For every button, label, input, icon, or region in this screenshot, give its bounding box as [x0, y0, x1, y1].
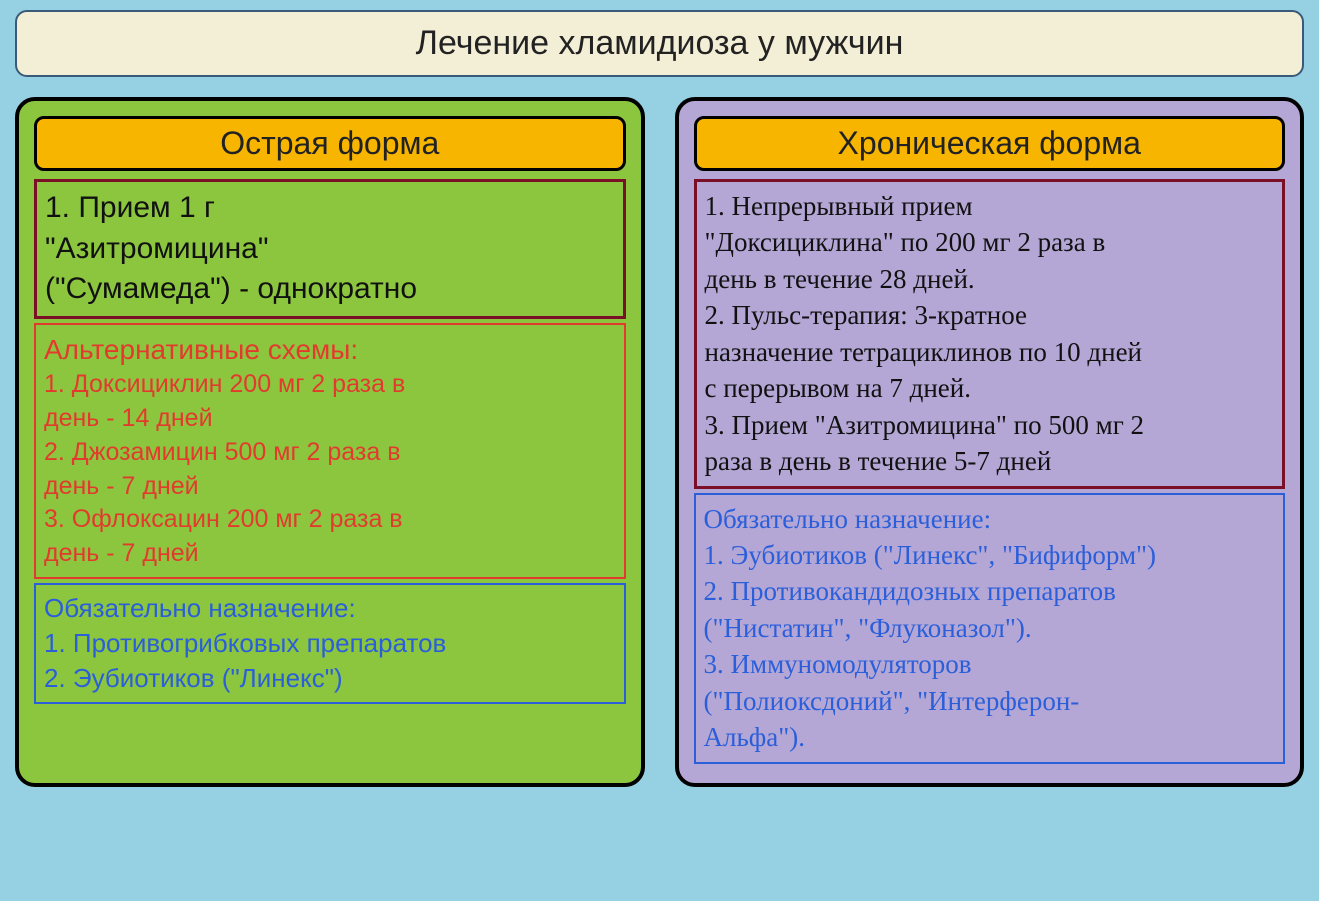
chronic-primary-line7: 3. Прием "Азитромицина" по 500 мг 2	[705, 407, 1275, 443]
acute-mandatory-item1: 1. Противогрибковых препаратов	[44, 626, 616, 661]
chronic-panel: Хроническая форма 1. Непрерывный прием "…	[675, 97, 1305, 787]
chronic-mandatory-title: Обязательно назначение:	[704, 501, 1276, 537]
chronic-primary-line3: день в течение 28 дней.	[705, 261, 1275, 297]
chronic-primary-section: 1. Непрерывный прием "Доксициклина" по 2…	[694, 179, 1286, 489]
chronic-header: Хроническая форма	[694, 116, 1286, 171]
acute-primary-section: 1. Прием 1 г "Азитромицина" ("Сумамеда")…	[34, 179, 626, 319]
columns-container: Острая форма 1. Прием 1 г "Азитромицина"…	[15, 97, 1304, 787]
chronic-mandatory-section: Обязательно назначение: 1. Эубиотиков ("…	[694, 493, 1286, 764]
acute-alt-item3a: 3. Офлоксацин 200 мг 2 раза в	[44, 503, 616, 537]
main-title-box: Лечение хламидиоза у мужчин	[15, 10, 1304, 77]
chronic-primary-line6: с перерывом на 7 дней.	[705, 370, 1275, 406]
chronic-mandatory-item3: ("Нистатин", "Флуконазол").	[704, 610, 1276, 646]
acute-alt-item1b: день - 14 дней	[44, 402, 616, 436]
chronic-mandatory-item5: ("Полиоксдоний", "Интерферон-	[704, 683, 1276, 719]
chronic-primary-line5: назначение тетрациклинов по 10 дней	[705, 334, 1275, 370]
chronic-mandatory-item4: 3. Иммуномодуляторов	[704, 646, 1276, 682]
acute-alt-item3b: день - 7 дней	[44, 537, 616, 571]
acute-primary-line2: "Азитромицина"	[45, 229, 615, 270]
acute-primary-line3: ("Сумамеда") - однократно	[45, 269, 615, 310]
acute-mandatory-item2: 2. Эубиотиков ("Линекс")	[44, 661, 616, 696]
acute-alt-item2a: 2. Джозамицин 500 мг 2 раза в	[44, 436, 616, 470]
acute-alt-item2b: день - 7 дней	[44, 470, 616, 504]
acute-mandatory-section: Обязательно назначение: 1. Противогрибко…	[34, 583, 626, 704]
main-title: Лечение хламидиоза у мужчин	[416, 24, 904, 62]
chronic-primary-line2: "Доксициклина" по 200 мг 2 раза в	[705, 224, 1275, 260]
chronic-primary-line8: раза в день в течение 5-7 дней	[705, 443, 1275, 479]
chronic-mandatory-item2: 2. Противокандидозных препаратов	[704, 573, 1276, 609]
acute-primary-line1: 1. Прием 1 г	[45, 188, 615, 229]
acute-header-text: Острая форма	[220, 125, 439, 161]
acute-mandatory-title: Обязательно назначение:	[44, 591, 616, 626]
acute-panel: Острая форма 1. Прием 1 г "Азитромицина"…	[15, 97, 645, 787]
acute-header: Острая форма	[34, 116, 626, 171]
chronic-primary-line4: 2. Пульс-терапия: 3-кратное	[705, 297, 1275, 333]
acute-alt-item1a: 1. Доксициклин 200 мг 2 раза в	[44, 368, 616, 402]
acute-alt-section: Альтернативные схемы: 1. Доксициклин 200…	[34, 323, 626, 579]
chronic-mandatory-item6: Альфа").	[704, 719, 1276, 755]
chronic-primary-line1: 1. Непрерывный прием	[705, 188, 1275, 224]
chronic-mandatory-item1: 1. Эубиотиков ("Линекс", "Бифиформ")	[704, 537, 1276, 573]
acute-alt-title: Альтернативные схемы:	[44, 331, 616, 369]
chronic-header-text: Хроническая форма	[838, 125, 1141, 161]
